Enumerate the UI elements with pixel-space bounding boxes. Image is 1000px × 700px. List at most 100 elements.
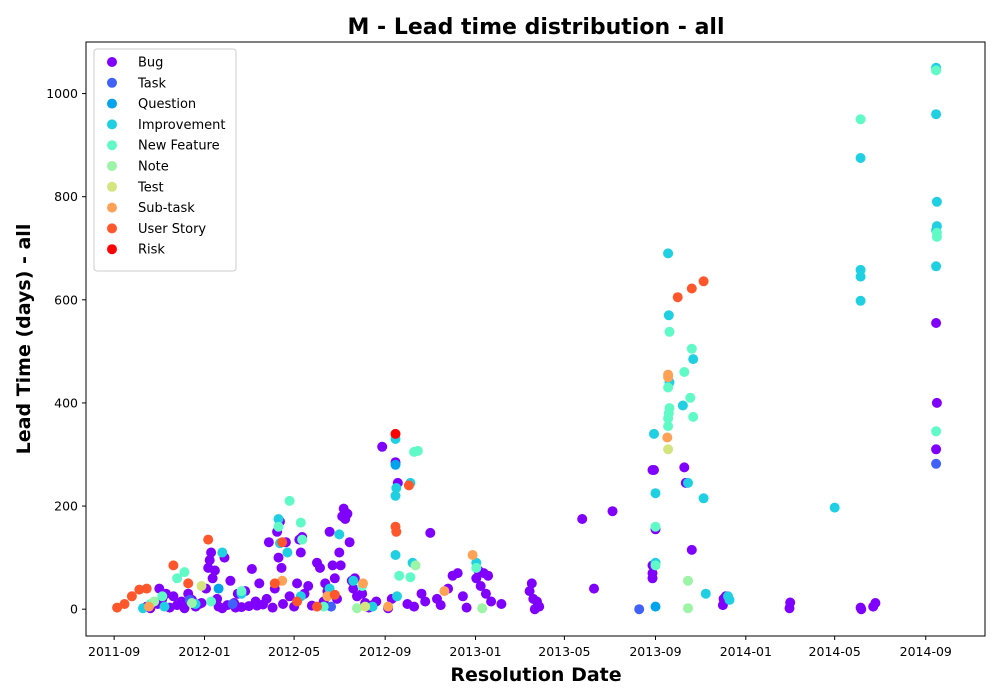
data-point — [367, 601, 378, 612]
data-point — [352, 603, 362, 614]
data-point — [664, 326, 675, 337]
legend-label: User Story — [138, 222, 206, 237]
data-point — [496, 599, 507, 609]
data-point — [931, 318, 942, 328]
data-point — [277, 537, 288, 548]
data-point — [931, 65, 942, 76]
legend-marker — [107, 181, 117, 192]
data-point — [157, 591, 168, 602]
data-point — [303, 581, 314, 591]
legend-marker — [107, 161, 117, 171]
x-tick-label: 2012-09 — [359, 644, 411, 659]
data-point — [457, 591, 468, 602]
data-point — [295, 547, 306, 558]
data-point — [663, 421, 674, 432]
legend-marker — [107, 140, 117, 151]
data-point — [700, 588, 711, 599]
data-point — [931, 196, 942, 207]
x-tick-label: 2013-09 — [629, 644, 681, 659]
data-point — [390, 550, 401, 560]
data-point — [206, 547, 217, 558]
data-point — [112, 602, 123, 613]
y-axis-label: Lead Time (days) - all — [13, 224, 35, 455]
y-tick-label: 200 — [54, 499, 78, 514]
data-point — [855, 271, 866, 282]
legend-label: Bug — [138, 56, 163, 71]
data-point — [475, 581, 486, 591]
data-point — [203, 534, 214, 545]
data-point — [324, 526, 335, 537]
data-point — [329, 589, 340, 600]
legend: Bug Task Question Improvement New Feature Not… — [93, 48, 237, 272]
x-tick-label: 2011-09 — [88, 644, 140, 659]
data-point — [672, 292, 683, 303]
data-point — [724, 594, 735, 605]
data-point — [292, 596, 303, 607]
data-point — [677, 400, 688, 411]
data-point — [663, 372, 674, 383]
data-point — [663, 382, 674, 393]
data-point — [663, 310, 674, 321]
data-point — [683, 477, 693, 488]
data-point — [246, 564, 257, 574]
points-layer — [112, 62, 942, 615]
data-point — [526, 578, 537, 589]
data-point — [297, 534, 308, 545]
data-point — [409, 601, 420, 612]
data-point — [284, 495, 295, 506]
data-point — [168, 560, 179, 571]
data-point — [855, 295, 866, 306]
data-point — [420, 596, 431, 607]
data-point — [360, 601, 371, 612]
data-point — [855, 114, 866, 125]
data-point — [683, 603, 693, 614]
data-point — [471, 573, 482, 584]
data-point — [183, 578, 194, 589]
legend-marker — [107, 223, 117, 234]
data-point — [335, 560, 346, 571]
data-point — [168, 591, 179, 602]
data-point — [284, 591, 295, 602]
data-point — [577, 514, 588, 524]
data-point — [685, 392, 696, 403]
data-point — [439, 586, 450, 597]
legend-label: Risk — [138, 243, 165, 258]
data-point — [461, 602, 472, 613]
x-tick-label: 2014-09 — [900, 644, 952, 659]
data-point — [267, 602, 278, 613]
legend-label: Question — [138, 97, 196, 112]
data-point — [650, 521, 661, 532]
data-point — [452, 568, 463, 579]
data-point — [204, 555, 215, 566]
data-point — [931, 458, 942, 469]
data-point — [410, 560, 421, 571]
data-point — [326, 601, 337, 612]
data-point — [383, 601, 394, 612]
data-point — [276, 562, 287, 573]
data-point — [273, 552, 284, 563]
data-point — [278, 599, 288, 609]
data-point — [348, 575, 359, 586]
y-tick-label: 800 — [54, 189, 78, 204]
data-point — [179, 603, 190, 614]
data-point — [931, 261, 942, 272]
legend-label: Sub-task — [138, 201, 195, 216]
legend-marker — [107, 119, 117, 130]
legend-marker — [107, 244, 117, 255]
legend-marker — [107, 202, 117, 213]
legend-label: Improvement — [138, 118, 225, 133]
data-point — [486, 596, 497, 607]
data-point — [650, 488, 661, 499]
data-point — [686, 283, 697, 294]
data-point — [282, 547, 293, 558]
data-point — [391, 483, 402, 493]
data-point — [698, 276, 709, 287]
data-point — [217, 547, 228, 558]
data-point — [829, 502, 840, 513]
x-tick-label: 2012-01 — [178, 644, 230, 659]
legend-label: Note — [138, 160, 169, 175]
chart-title: M - Lead time distribution - all — [347, 15, 724, 40]
data-point — [471, 562, 482, 573]
data-point — [664, 403, 675, 414]
